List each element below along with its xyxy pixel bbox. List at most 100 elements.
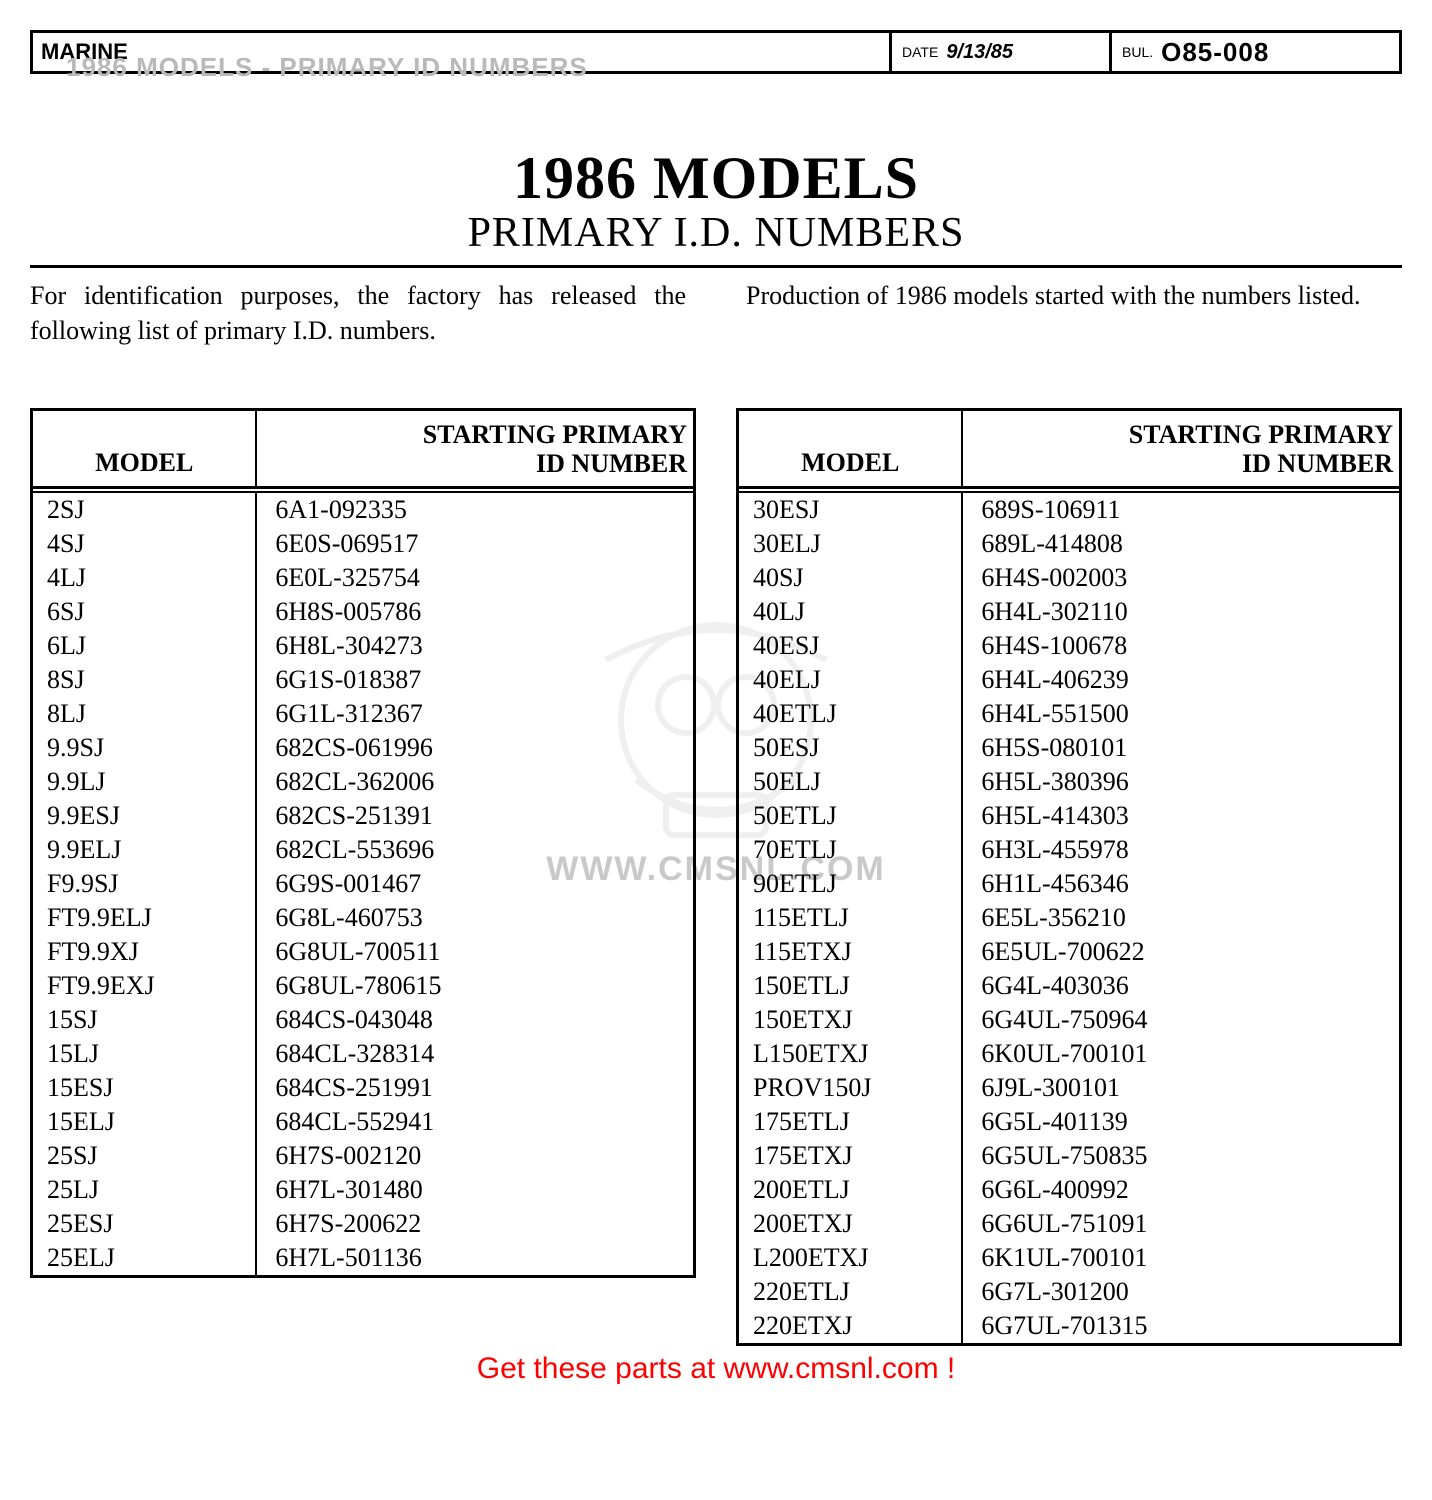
cell-model: 15ELJ bbox=[33, 1105, 257, 1139]
cell-model: 6SJ bbox=[33, 595, 257, 629]
cell-model: 4SJ bbox=[33, 527, 257, 561]
cell-model: 175ETXJ bbox=[739, 1139, 963, 1173]
cell-model: 2SJ bbox=[33, 493, 257, 527]
intro-right: Production of 1986 models started with t… bbox=[746, 278, 1402, 348]
table-header-id-line2: ID NUMBER bbox=[1242, 450, 1393, 479]
table-row: 4SJ6E0S-069517 bbox=[33, 527, 693, 561]
table-row: 220ETLJ6G7L-301200 bbox=[739, 1275, 1399, 1309]
cell-id: 684CS-043048 bbox=[257, 1003, 693, 1037]
cell-model: L150ETXJ bbox=[739, 1037, 963, 1071]
table-row: 4LJ6E0L-325754 bbox=[33, 561, 693, 595]
table-row: 9.9ELJ682CL-553696 bbox=[33, 833, 693, 867]
table-row: 220ETXJ6G7UL-701315 bbox=[739, 1309, 1399, 1343]
cell-model: 40SJ bbox=[739, 561, 963, 595]
cell-model: 115ETXJ bbox=[739, 935, 963, 969]
cell-model: FT9.9ELJ bbox=[33, 901, 257, 935]
cell-model: 220ETLJ bbox=[739, 1275, 963, 1309]
table-row: 9.9ESJ682CS-251391 bbox=[33, 799, 693, 833]
table-row: 8SJ6G1S-018387 bbox=[33, 663, 693, 697]
header-bulletin-value: O85-008 bbox=[1161, 37, 1269, 68]
cell-id: 689S-106911 bbox=[963, 493, 1399, 527]
table-row: 115ETXJ6E5UL-700622 bbox=[739, 935, 1399, 969]
cell-model: 150ETXJ bbox=[739, 1003, 963, 1037]
table-row: 15LJ684CL-328314 bbox=[33, 1037, 693, 1071]
table-row: 8LJ6G1L-312367 bbox=[33, 697, 693, 731]
table-row: 40ETLJ6H4L-551500 bbox=[739, 697, 1399, 731]
table-row: 15ELJ684CL-552941 bbox=[33, 1105, 693, 1139]
cell-model: 115ETLJ bbox=[739, 901, 963, 935]
cell-model: 9.9ELJ bbox=[33, 833, 257, 867]
cell-id: 6H4L-302110 bbox=[963, 595, 1399, 629]
cell-id: 682CS-251391 bbox=[257, 799, 693, 833]
cell-id: 6H4S-002003 bbox=[963, 561, 1399, 595]
table-row: 25SJ6H7S-002120 bbox=[33, 1139, 693, 1173]
cell-model: 25ELJ bbox=[33, 1241, 257, 1275]
table-header-id-line1: STARTING PRIMARY bbox=[423, 421, 687, 450]
header-date-value: 9/13/85 bbox=[946, 41, 1013, 64]
table-row: 175ETXJ6G5UL-750835 bbox=[739, 1139, 1399, 1173]
cell-id: 6E5UL-700622 bbox=[963, 935, 1399, 969]
cell-model: 220ETXJ bbox=[739, 1309, 963, 1343]
header-bulletin-label: BUL. bbox=[1122, 44, 1153, 60]
table-row: 40SJ6H4S-002003 bbox=[739, 561, 1399, 595]
cell-model: 30ESJ bbox=[739, 493, 963, 527]
cell-id: 6J9L-300101 bbox=[963, 1071, 1399, 1105]
header-date-label: DATE bbox=[902, 44, 938, 60]
cell-model: 40ELJ bbox=[739, 663, 963, 697]
cell-id: 684CS-251991 bbox=[257, 1071, 693, 1105]
header-date-cell: DATE 9/13/85 bbox=[889, 33, 1109, 71]
table-row: L200ETXJ6K1UL-700101 bbox=[739, 1241, 1399, 1275]
cell-id: 6G4UL-750964 bbox=[963, 1003, 1399, 1037]
cell-id: 6G5UL-750835 bbox=[963, 1139, 1399, 1173]
cell-id: 6G8UL-700511 bbox=[257, 935, 693, 969]
cell-id: 6H8L-304273 bbox=[257, 629, 693, 663]
table-header-model: MODEL bbox=[739, 411, 963, 486]
table-row: 2SJ6A1-092335 bbox=[33, 493, 693, 527]
cell-id: 6H7S-002120 bbox=[257, 1139, 693, 1173]
table-row: 115ETLJ6E5L-356210 bbox=[739, 901, 1399, 935]
table-row: FT9.9XJ6G8UL-700511 bbox=[33, 935, 693, 969]
cell-id: 684CL-552941 bbox=[257, 1105, 693, 1139]
cell-model: 90ETLJ bbox=[739, 867, 963, 901]
cell-model: 150ETLJ bbox=[739, 969, 963, 1003]
cell-model: 50ETLJ bbox=[739, 799, 963, 833]
cell-id: 6H7L-301480 bbox=[257, 1173, 693, 1207]
cell-id: 6H4L-406239 bbox=[963, 663, 1399, 697]
table-row: 200ETLJ6G6L-400992 bbox=[739, 1173, 1399, 1207]
cell-id: 6G7UL-701315 bbox=[963, 1309, 1399, 1343]
table-row: FT9.9EXJ6G8UL-780615 bbox=[33, 969, 693, 1003]
table-header-id: STARTING PRIMARY ID NUMBER bbox=[257, 411, 693, 486]
cell-model: L200ETXJ bbox=[739, 1241, 963, 1275]
cell-id: 6H3L-455978 bbox=[963, 833, 1399, 867]
cell-model: 25LJ bbox=[33, 1173, 257, 1207]
table-row: 200ETXJ6G6UL-751091 bbox=[739, 1207, 1399, 1241]
table-row: 175ETLJ6G5L-401139 bbox=[739, 1105, 1399, 1139]
cell-id: 6H7L-501136 bbox=[257, 1241, 693, 1275]
cell-id: 689L-414808 bbox=[963, 527, 1399, 561]
table-row: 25ELJ6H7L-501136 bbox=[33, 1241, 693, 1275]
table-row: PROV150J6J9L-300101 bbox=[739, 1071, 1399, 1105]
cell-model: 4LJ bbox=[33, 561, 257, 595]
cell-id: 6H7S-200622 bbox=[257, 1207, 693, 1241]
cell-id: 682CL-362006 bbox=[257, 765, 693, 799]
table-row: F9.9SJ6G9S-001467 bbox=[33, 867, 693, 901]
cell-id: 6G7L-301200 bbox=[963, 1275, 1399, 1309]
cell-model: 6LJ bbox=[33, 629, 257, 663]
table-header-model: MODEL bbox=[33, 411, 257, 486]
cell-id: 6G4L-403036 bbox=[963, 969, 1399, 1003]
horizontal-rule bbox=[30, 265, 1402, 268]
cell-id: 682CS-061996 bbox=[257, 731, 693, 765]
intro-left: For identification purposes, the factory… bbox=[30, 278, 686, 348]
table-header: MODEL STARTING PRIMARY ID NUMBER bbox=[33, 411, 693, 489]
cell-id: 6H1L-456346 bbox=[963, 867, 1399, 901]
cell-id: 6G6L-400992 bbox=[963, 1173, 1399, 1207]
table-row: 40ELJ6H4L-406239 bbox=[739, 663, 1399, 697]
cell-model: 8SJ bbox=[33, 663, 257, 697]
intro-text: For identification purposes, the factory… bbox=[30, 278, 1402, 348]
cell-id: 6E5L-356210 bbox=[963, 901, 1399, 935]
table-row: 6LJ6H8L-304273 bbox=[33, 629, 693, 663]
cell-model: 70ETLJ bbox=[739, 833, 963, 867]
cell-model: 9.9LJ bbox=[33, 765, 257, 799]
cell-id: 6H5S-080101 bbox=[963, 731, 1399, 765]
table-header-id-line2: ID NUMBER bbox=[536, 450, 687, 479]
